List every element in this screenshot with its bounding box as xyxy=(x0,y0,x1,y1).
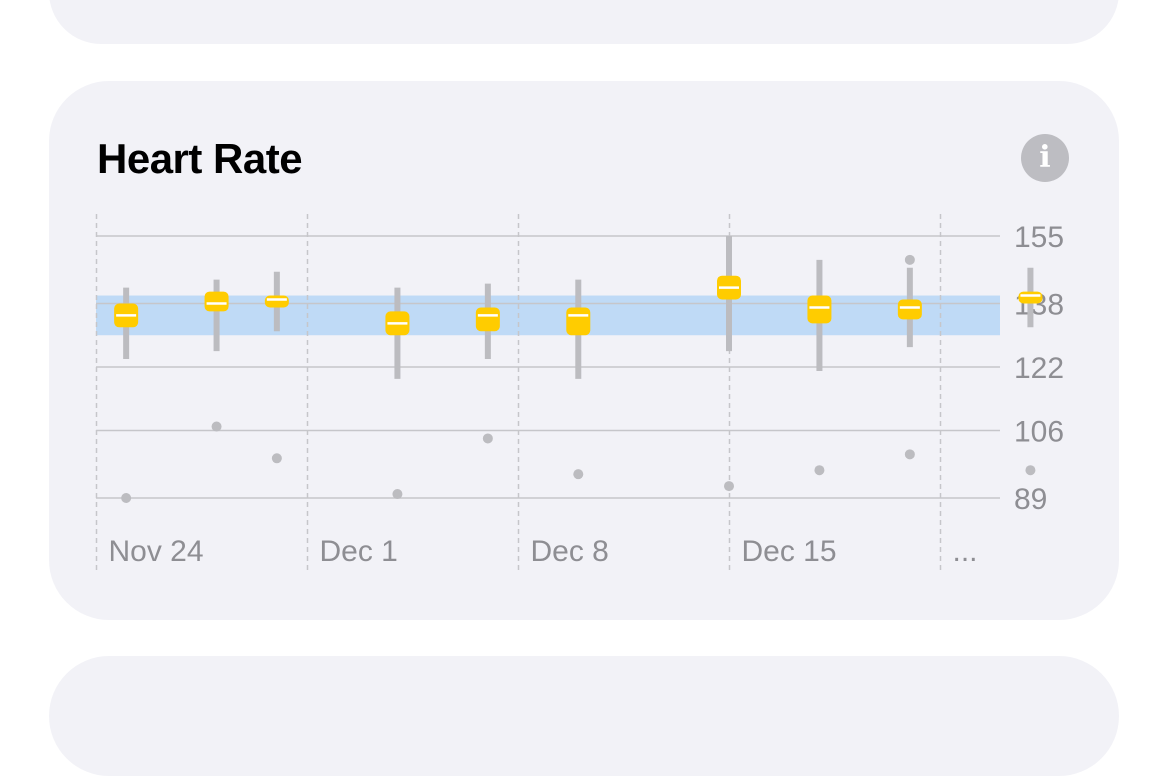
previous-card[interactable] xyxy=(49,0,1119,44)
normal-range-band xyxy=(96,295,1000,336)
y-tick-label: 106 xyxy=(1014,416,1064,449)
outlier-point xyxy=(271,453,282,464)
box xyxy=(807,295,832,324)
x-tick-label: Nov 24 xyxy=(109,535,204,568)
info-icon[interactable]: i xyxy=(1021,134,1069,182)
outlier-point xyxy=(392,489,403,500)
box xyxy=(264,295,289,308)
box xyxy=(204,291,229,312)
outlier-point xyxy=(724,481,734,492)
box xyxy=(475,307,500,332)
card-title: Heart Rate xyxy=(97,135,303,182)
y-tick-label: 155 xyxy=(1014,221,1064,254)
outlier-point xyxy=(904,254,915,265)
outlier-point xyxy=(814,465,825,476)
next-card[interactable] xyxy=(49,656,1119,776)
y-tick-label: 122 xyxy=(1014,352,1064,385)
x-tick-label: ... xyxy=(953,535,978,568)
outlier-point xyxy=(573,469,584,480)
x-tick-label: Dec 8 xyxy=(531,535,609,568)
box xyxy=(897,299,922,320)
x-tick-label: Dec 15 xyxy=(742,535,837,568)
outlier-point xyxy=(211,421,222,432)
outlier-point xyxy=(482,433,493,444)
outlier-point xyxy=(1025,465,1036,476)
outlier-point xyxy=(904,449,915,460)
box xyxy=(1018,291,1043,304)
box xyxy=(566,307,591,336)
x-tick-label: Dec 1 xyxy=(320,535,398,568)
y-tick-label: 89 xyxy=(1014,483,1047,516)
outlier-point xyxy=(121,493,132,503)
